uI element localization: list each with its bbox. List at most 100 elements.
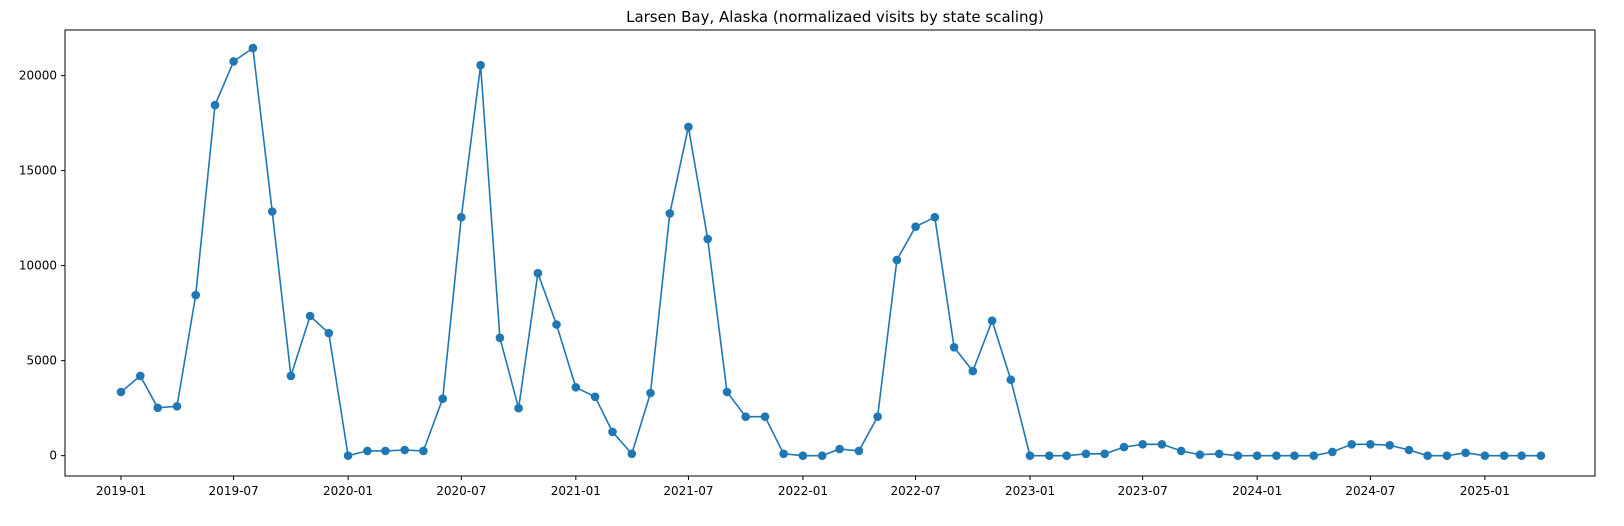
data-point bbox=[191, 290, 200, 300]
series-line bbox=[120, 46, 1541, 457]
data-point bbox=[911, 222, 920, 231]
x-axis: 2019-01 2019-07 2020-01 2020-07 2021-01 2021-… bbox=[96, 476, 1510, 498]
data-point bbox=[1442, 451, 1452, 461]
data-point bbox=[286, 371, 296, 381]
data-point bbox=[343, 451, 353, 461]
x-tick-label: 2023-07 bbox=[1118, 484, 1168, 498]
data-point bbox=[248, 43, 258, 53]
data-point bbox=[305, 311, 315, 321]
data-point bbox=[1025, 451, 1035, 461]
data-point bbox=[324, 328, 334, 338]
data-point bbox=[760, 412, 770, 422]
data-point bbox=[987, 316, 997, 326]
data-point bbox=[873, 412, 882, 422]
x-tick-label: 2021-01 bbox=[551, 484, 601, 498]
x-tick-label: 2022-07 bbox=[890, 484, 940, 498]
data-point bbox=[835, 444, 844, 454]
x-tick-label: 2020-01 bbox=[323, 484, 373, 498]
data-point bbox=[779, 449, 788, 459]
data-point bbox=[665, 209, 675, 218]
data-point bbox=[1252, 451, 1262, 461]
data-point bbox=[1461, 448, 1470, 458]
data-point bbox=[722, 387, 732, 397]
x-tick-label: 2024-01 bbox=[1232, 484, 1282, 498]
data-point bbox=[1081, 449, 1091, 459]
data-points bbox=[116, 43, 1546, 461]
data-point bbox=[381, 446, 390, 456]
data-point bbox=[1233, 451, 1243, 461]
data-point bbox=[1366, 440, 1375, 449]
data-point bbox=[1385, 440, 1394, 450]
data-point bbox=[1536, 451, 1546, 461]
data-point bbox=[1119, 442, 1129, 452]
y-tick-label: 15000 bbox=[19, 164, 57, 178]
data-point bbox=[210, 100, 220, 110]
data-point bbox=[1195, 450, 1205, 460]
data-point bbox=[1517, 451, 1526, 461]
y-axis: 0 5000 10000 15000 20000 bbox=[19, 69, 65, 463]
data-point bbox=[646, 388, 655, 398]
data-point bbox=[817, 451, 827, 461]
y-tick-label: 5000 bbox=[26, 354, 57, 368]
data-point bbox=[363, 446, 372, 456]
x-tick-label: 2019-07 bbox=[209, 484, 259, 498]
data-point bbox=[608, 427, 617, 437]
data-point bbox=[400, 445, 410, 455]
data-point bbox=[419, 446, 428, 456]
data-point bbox=[1290, 451, 1299, 461]
data-point bbox=[1328, 447, 1337, 457]
data-point bbox=[116, 387, 126, 397]
data-point bbox=[1006, 375, 1016, 385]
data-point bbox=[1157, 440, 1167, 449]
x-tick-label: 2025-01 bbox=[1460, 484, 1510, 498]
data-point bbox=[1138, 440, 1147, 449]
y-tick-label: 20000 bbox=[19, 69, 57, 83]
data-point bbox=[571, 383, 581, 392]
data-point bbox=[172, 402, 182, 411]
data-point bbox=[703, 234, 712, 244]
x-tick-label: 2020-07 bbox=[436, 484, 486, 498]
y-tick-label: 10000 bbox=[19, 259, 57, 273]
data-point bbox=[684, 122, 693, 132]
data-point bbox=[136, 371, 145, 381]
data-point bbox=[1176, 446, 1186, 456]
data-point bbox=[1499, 451, 1509, 461]
data-point bbox=[590, 392, 600, 402]
y-tick-label: 0 bbox=[49, 449, 57, 463]
x-tick-label: 2019-01 bbox=[96, 484, 146, 498]
data-point bbox=[1347, 440, 1356, 449]
data-point bbox=[153, 403, 162, 413]
x-tick-label: 2021-07 bbox=[663, 484, 713, 498]
data-point bbox=[1062, 451, 1071, 461]
data-point bbox=[854, 446, 864, 456]
data-point bbox=[1272, 451, 1281, 461]
data-point bbox=[1100, 449, 1109, 459]
data-point bbox=[1309, 451, 1319, 461]
data-point bbox=[533, 268, 543, 278]
data-point bbox=[495, 333, 505, 343]
data-point bbox=[552, 320, 561, 329]
data-point bbox=[968, 366, 978, 376]
data-point bbox=[1480, 451, 1490, 461]
data-point bbox=[1045, 451, 1054, 461]
data-point bbox=[892, 255, 902, 265]
plot-area-frame bbox=[64, 29, 1596, 477]
chart-title: Larsen Bay, Alaska (normalizaed visits b… bbox=[626, 8, 1044, 26]
data-point bbox=[476, 60, 485, 70]
data-point bbox=[514, 403, 523, 413]
data-point bbox=[1404, 445, 1414, 455]
data-point bbox=[949, 343, 959, 352]
data-point bbox=[741, 412, 750, 422]
data-point bbox=[930, 212, 940, 222]
data-point bbox=[438, 394, 448, 404]
data-point bbox=[229, 57, 238, 66]
data-point bbox=[798, 451, 808, 461]
data-point bbox=[1214, 449, 1224, 459]
x-tick-label: 2024-07 bbox=[1345, 484, 1395, 498]
x-tick-label: 2022-01 bbox=[778, 484, 828, 498]
x-tick-label: 2023-01 bbox=[1005, 484, 1055, 498]
data-point bbox=[1423, 451, 1432, 461]
data-point bbox=[267, 207, 277, 216]
data-point bbox=[627, 449, 637, 459]
